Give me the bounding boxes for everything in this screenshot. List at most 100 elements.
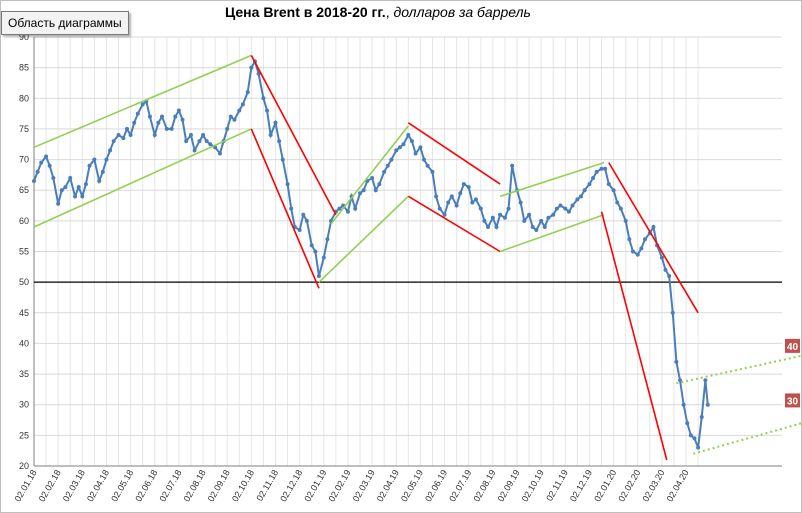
price-point [197, 139, 202, 144]
x-tick-label: 02.07.18 [157, 468, 183, 503]
price-point [301, 212, 306, 217]
trend-channel-line [407, 122, 501, 185]
price-point [437, 206, 442, 211]
price-point [325, 237, 330, 242]
price-point [518, 200, 523, 205]
price-point [674, 359, 679, 364]
trend-channel-line [499, 213, 605, 253]
price-point [685, 421, 690, 426]
price-point [478, 206, 483, 211]
value-label: 40 [787, 342, 799, 353]
y-tick-label: 70 [19, 155, 29, 165]
x-tick-label: 02.09.18 [206, 468, 232, 503]
price-point [696, 445, 701, 450]
x-tick-label: 02.05.18 [109, 468, 135, 503]
price-point [228, 114, 233, 119]
price-point [385, 163, 390, 168]
price-point [582, 188, 587, 193]
price-point [128, 133, 133, 138]
price-point [273, 120, 278, 125]
x-tick-label: 02.04.18 [85, 468, 111, 503]
price-point [699, 414, 704, 419]
price-point [703, 378, 708, 383]
price-point [249, 65, 254, 70]
price-point [35, 169, 40, 174]
price-point [51, 175, 56, 180]
price-point [382, 169, 387, 174]
x-tick-label: 02.10.18 [230, 468, 256, 503]
y-tick-label: 40 [19, 338, 29, 348]
y-tick-label: 90 [19, 32, 29, 42]
price-point [527, 212, 532, 217]
price-point [377, 182, 382, 187]
y-tick-label: 60 [19, 216, 29, 226]
price-point [534, 228, 539, 233]
price-point [261, 96, 266, 101]
price-point [188, 133, 193, 138]
price-point [309, 243, 314, 248]
price-point [566, 209, 571, 214]
price-point [449, 194, 454, 199]
price-point [140, 102, 145, 107]
price-point [373, 188, 378, 193]
price-point [104, 157, 109, 162]
price-point [603, 166, 608, 171]
x-tick-label: 02.10.19 [520, 468, 546, 503]
price-point [635, 252, 640, 257]
price-point [92, 157, 97, 162]
price-point [39, 160, 44, 165]
price-point [599, 166, 604, 171]
y-tick-label: 55 [19, 247, 29, 257]
price-point [240, 102, 245, 107]
projection-lower [693, 422, 802, 455]
price-point [265, 108, 270, 113]
trend-channel-line [600, 211, 668, 461]
price-point [627, 237, 632, 242]
price-point [256, 71, 261, 76]
price-point [563, 206, 568, 211]
price-point [418, 145, 423, 150]
price-point [285, 182, 290, 187]
price-point [159, 114, 164, 119]
price-point [397, 145, 402, 150]
x-tick-label: 02.08.19 [471, 468, 497, 503]
price-point [63, 185, 68, 190]
price-point [425, 163, 430, 168]
chart-area-tooltip: Область диаграммы [1, 11, 129, 35]
trend-channel-line [330, 125, 409, 225]
price-point [389, 157, 394, 162]
value-label-box [785, 393, 800, 408]
price-point [659, 255, 664, 260]
price-point [554, 206, 559, 211]
price-point [97, 179, 102, 184]
price-point [546, 215, 551, 220]
y-tick-label: 80 [19, 93, 29, 103]
trend-channel-line [250, 55, 337, 216]
x-tick-label: 02.08.18 [182, 468, 208, 503]
price-point [201, 133, 206, 138]
price-point [361, 188, 366, 193]
price-point [44, 154, 49, 159]
price-point [280, 157, 285, 162]
y-tick-label: 75 [19, 124, 29, 134]
price-point [111, 139, 116, 144]
price-point [225, 126, 230, 131]
price-point [587, 182, 592, 187]
price-point [217, 151, 222, 156]
y-tick-label: 35 [19, 369, 29, 379]
price-point [446, 200, 451, 205]
price-point [454, 203, 459, 208]
price-point [422, 157, 427, 162]
price-point [192, 148, 197, 153]
price-point [575, 197, 580, 202]
price-point [413, 151, 418, 156]
y-tick-label: 65 [19, 185, 29, 195]
projection-upper [676, 354, 802, 385]
price-point [623, 218, 628, 223]
price-point [681, 402, 686, 407]
price-point [164, 126, 169, 131]
price-point [173, 114, 178, 119]
price-point [594, 169, 599, 174]
